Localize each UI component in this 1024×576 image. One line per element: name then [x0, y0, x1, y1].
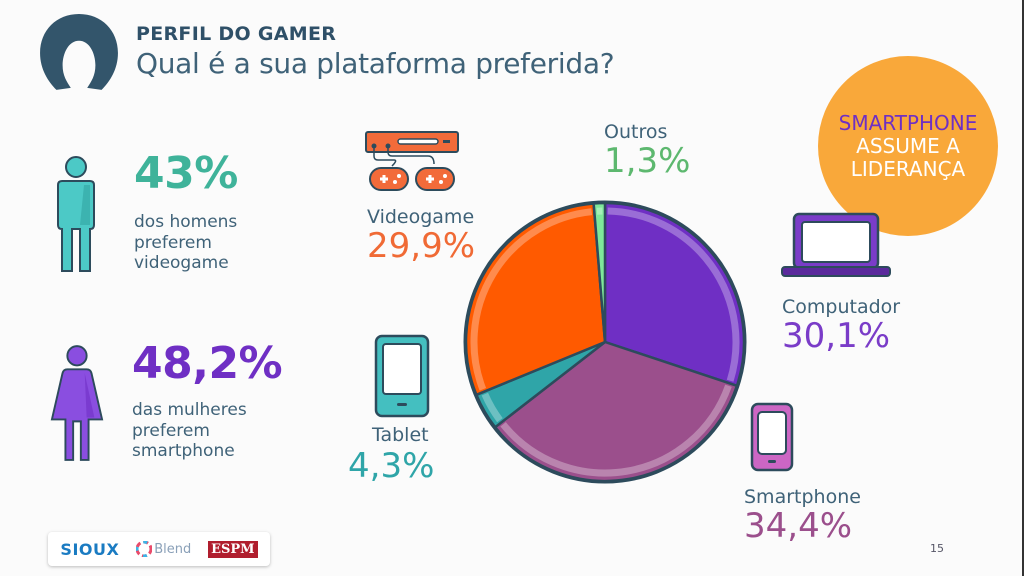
smartphone-icon [750, 402, 794, 472]
page-number: 15 [930, 542, 944, 555]
badge-line-2: ASSUME A [856, 133, 960, 158]
videogame-value: 29,9% [367, 226, 476, 266]
outros-value: 1,3% [604, 141, 691, 181]
pie-slices [464, 201, 746, 483]
badge-line-1: SMARTPHONE [838, 110, 978, 135]
tablet-value: 4,3% [348, 446, 435, 486]
pie-slice-rim [500, 384, 732, 477]
pie-slice-rim [607, 207, 740, 382]
game-console-icon [365, 131, 459, 191]
partner-logos: SIOUX Blend ESPM [48, 532, 270, 566]
man-icon [57, 156, 95, 272]
blend-logo: Blend [136, 541, 191, 557]
women-stat-description: das mulheres preferem smartphone [132, 400, 247, 462]
slide-border [1022, 0, 1024, 576]
badge-line-3: LIDERANÇA [850, 156, 966, 181]
user-profile-icon [40, 14, 118, 90]
women-stat-value: 48,2% [132, 338, 283, 389]
men-stat-value: 43% [134, 148, 238, 199]
men-stat-description: dos homens preferem videogame [134, 212, 238, 274]
smartphone-value: 34,4% [744, 506, 853, 546]
outros-legend: Outros 1,3% [604, 121, 691, 181]
woman-icon [50, 345, 104, 461]
pie-slice-rim [470, 208, 593, 391]
computador-legend: Computador 30,1% [782, 296, 901, 356]
tablet-legend: Tablet [372, 424, 429, 446]
espm-logo: ESPM [208, 540, 258, 558]
pie-slice-rim [481, 392, 503, 423]
section-kicker: PERFIL DO GAMER [136, 23, 337, 45]
page-title: Qual é a sua plataforma preferida? [136, 47, 615, 80]
blend-flower-icon [136, 541, 153, 557]
sioux-logo: SIOUX [60, 539, 120, 559]
laptop-icon [781, 212, 891, 277]
smartphone-legend: Smartphone 34,4% [744, 486, 861, 546]
computador-value: 30,1% [782, 316, 891, 356]
platform-pie-chart [463, 200, 747, 484]
tablet-icon [374, 334, 430, 418]
videogame-legend: Videogame 29,9% [367, 206, 476, 266]
highlight-badge: SMARTPHONE ASSUME A LIDERANÇA [818, 56, 998, 236]
